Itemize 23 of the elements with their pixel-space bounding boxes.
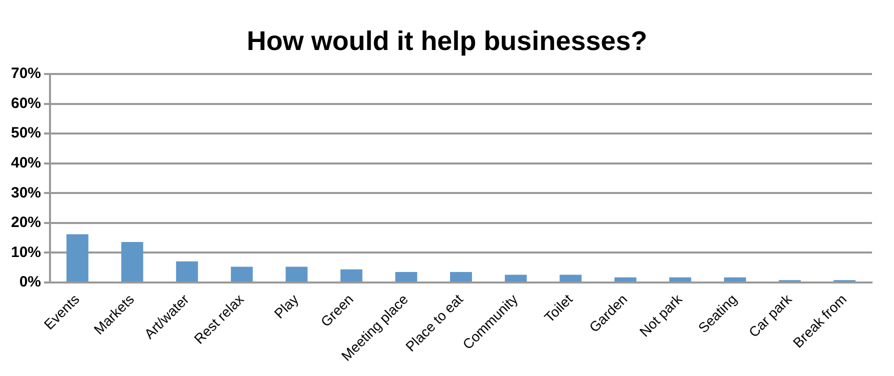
- y-tick-label: 10%: [10, 244, 42, 261]
- bar: [669, 277, 692, 282]
- bar: [340, 269, 362, 282]
- bar: [724, 277, 746, 282]
- bar: [614, 277, 636, 282]
- y-tick-label: 60%: [10, 94, 42, 112]
- y-tick-label: 30%: [10, 184, 42, 202]
- y-tick-label: 40%: [10, 154, 42, 172]
- bar: [560, 274, 582, 282]
- bar: [230, 266, 253, 282]
- y-tick-label: 50%: [10, 124, 42, 142]
- bar: [504, 274, 527, 282]
- y-tick-label: 0%: [19, 274, 42, 291]
- chart-title: How would it help businesses?: [246, 26, 648, 58]
- bar: [121, 242, 144, 282]
- bar: [286, 266, 308, 282]
- bar: [450, 272, 472, 282]
- y-tick-label: 70%: [10, 65, 42, 82]
- bar: [176, 261, 198, 282]
- bar: [395, 272, 418, 282]
- x-tick-label: Play: [270, 290, 302, 322]
- y-tick-label: 20%: [10, 214, 42, 232]
- bar: [66, 234, 88, 282]
